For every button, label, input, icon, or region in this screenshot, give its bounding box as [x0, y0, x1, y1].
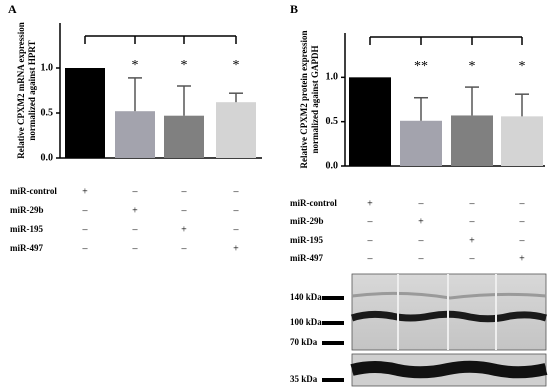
- bar: [400, 120, 442, 166]
- treatment-name: miR-29b: [10, 205, 44, 215]
- y-tick-label: 0.0: [41, 152, 54, 163]
- treatment-mark: –: [233, 205, 240, 216]
- treatment-mark: –: [181, 205, 188, 216]
- treatment-mark: –: [519, 235, 526, 246]
- y-tick-label: 0.5: [326, 116, 339, 127]
- treatment-mark: +: [233, 243, 239, 254]
- significance: *: [519, 59, 526, 74]
- panel-label: A: [8, 2, 17, 16]
- significance: **: [414, 59, 428, 74]
- treatment-mark: –: [82, 224, 89, 235]
- treatment-mark: –: [181, 243, 188, 254]
- marker-dash: [322, 341, 344, 345]
- treatment-name: miR-195: [290, 235, 323, 245]
- y-tick-label: 0.5: [41, 107, 54, 118]
- significance: *: [132, 58, 139, 73]
- blot-band: [351, 291, 547, 300]
- y-axis-label: normalized against HPRT: [27, 40, 37, 140]
- treatment-mark: –: [82, 205, 89, 216]
- treatment-mark: –: [418, 253, 425, 264]
- treatment-mark: –: [469, 198, 476, 209]
- y-axis-label: normalized against GAPDH: [310, 46, 320, 154]
- treatment-mark: –: [82, 243, 89, 254]
- treatment-name: miR-29b: [290, 216, 324, 226]
- treatment-name: miR-control: [10, 186, 57, 196]
- y-axis-label: Relative CPXM2 mRNA expression: [16, 22, 26, 159]
- significance: *: [469, 59, 476, 74]
- bar: [115, 111, 155, 158]
- treatment-mark: +: [82, 186, 88, 197]
- treatment-mark: –: [181, 186, 188, 197]
- treatment-mark: –: [233, 186, 240, 197]
- bar: [501, 116, 543, 166]
- treatment-mark: –: [367, 253, 374, 264]
- treatment-mark: +: [132, 205, 138, 216]
- treatment-mark: +: [418, 216, 424, 227]
- treatment-mark: –: [233, 224, 240, 235]
- treatment-mark: –: [469, 216, 476, 227]
- treatment-name: miR-497: [10, 243, 43, 253]
- bar: [216, 102, 256, 158]
- marker-label: 140 kDa: [290, 292, 322, 302]
- treatment-mark: –: [418, 198, 425, 209]
- treatment-mark: +: [367, 198, 373, 209]
- y-axis-label: Relative CPXM2 protein expression: [299, 31, 309, 169]
- y-tick-label: 1.0: [326, 72, 339, 83]
- blot-band: [350, 360, 548, 379]
- treatment-mark: –: [519, 198, 526, 209]
- treatment-name: miR-control: [290, 198, 337, 208]
- significance: *: [233, 58, 240, 73]
- treatment-mark: –: [469, 253, 476, 264]
- bar: [451, 115, 493, 166]
- treatment-mark: –: [132, 186, 139, 197]
- treatment-mark: +: [181, 224, 187, 235]
- marker-label: 70 kDa: [290, 337, 318, 347]
- treatment-name: miR-497: [290, 253, 323, 263]
- treatment-mark: –: [367, 235, 374, 246]
- treatment-mark: –: [132, 224, 139, 235]
- marker-dash: [322, 296, 344, 300]
- treatment-name: miR-195: [10, 224, 43, 234]
- marker-dash: [322, 321, 344, 325]
- bar: [164, 115, 204, 158]
- blot-band: [350, 310, 548, 323]
- y-tick-label: 1.0: [41, 62, 54, 73]
- panel-label: B: [290, 2, 298, 16]
- treatment-mark: +: [519, 253, 525, 264]
- treatment-mark: –: [132, 243, 139, 254]
- treatment-mark: –: [418, 235, 425, 246]
- bar: [349, 77, 391, 166]
- bar: [65, 68, 105, 158]
- significance: *: [181, 58, 188, 73]
- treatment-mark: –: [519, 216, 526, 227]
- treatment-mark: +: [469, 235, 475, 246]
- marker-label: 100 kDa: [290, 317, 322, 327]
- marker-dash: [322, 378, 344, 382]
- y-tick-label: 0.0: [326, 160, 339, 171]
- treatment-mark: –: [367, 216, 374, 227]
- marker-label: 35 kDa: [290, 374, 318, 384]
